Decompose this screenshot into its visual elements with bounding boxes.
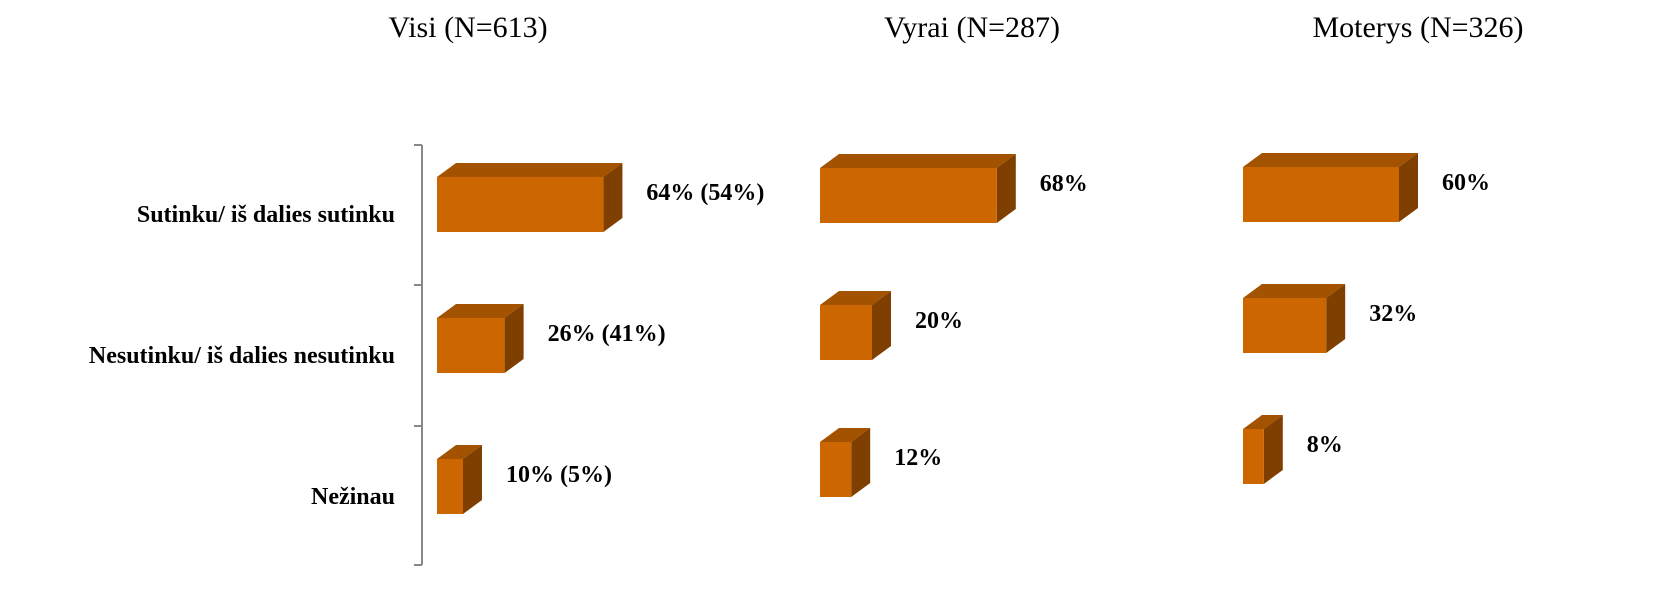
bar [1243,153,1418,222]
bar-top [820,291,891,305]
bar-front [820,305,872,360]
category-label: Nesutinku/ iš dalies nesutinku [89,343,395,369]
panel-title: Vyrai (N=287) [884,11,1060,44]
bar-front [820,168,997,223]
value-label: 64% (54%) [646,180,764,206]
bar-front [1243,429,1264,484]
bar-top [1243,284,1346,298]
bar [820,154,1016,223]
bar [437,163,623,232]
value-label: 20% [915,308,963,334]
bar-front [1243,167,1399,222]
bar [820,428,871,497]
value-label: 10% (5%) [506,462,612,488]
bar-front [437,459,463,514]
bar-side [504,304,524,373]
bar [437,445,482,514]
bar-top [820,428,871,442]
bar-front [437,177,604,232]
value-label: 68% [1040,171,1088,197]
value-label: 60% [1442,170,1490,196]
bar-side [1326,284,1346,353]
bar-side [603,163,623,232]
bar [1243,415,1283,484]
panel-title: Moterys (N=326) [1312,11,1523,44]
value-label: 32% [1369,301,1417,327]
bar-front [820,442,852,497]
bar-top [1243,153,1418,167]
bar-side [1399,153,1418,222]
bar-side [463,445,482,514]
bar-top [1243,415,1283,429]
value-label: 12% [894,445,942,471]
value-label: 26% (41%) [548,321,666,347]
bar [820,291,891,360]
bar [1243,284,1346,353]
bar-side [851,428,871,497]
category-label: Sutinku/ iš dalies sutinku [137,202,395,228]
bar [437,304,524,373]
bar-front [437,318,505,373]
category-label: Nežinau [311,484,395,510]
value-label: 8% [1307,432,1343,458]
bar-top [437,304,524,318]
bar-top [437,163,623,177]
bar-top [437,445,482,459]
bar-side [872,291,891,360]
bar-side [1263,415,1283,484]
panel-title: Visi (N=613) [388,11,547,44]
bar-top [820,154,1016,168]
bar-side [996,154,1016,223]
bar-front [1243,298,1327,353]
